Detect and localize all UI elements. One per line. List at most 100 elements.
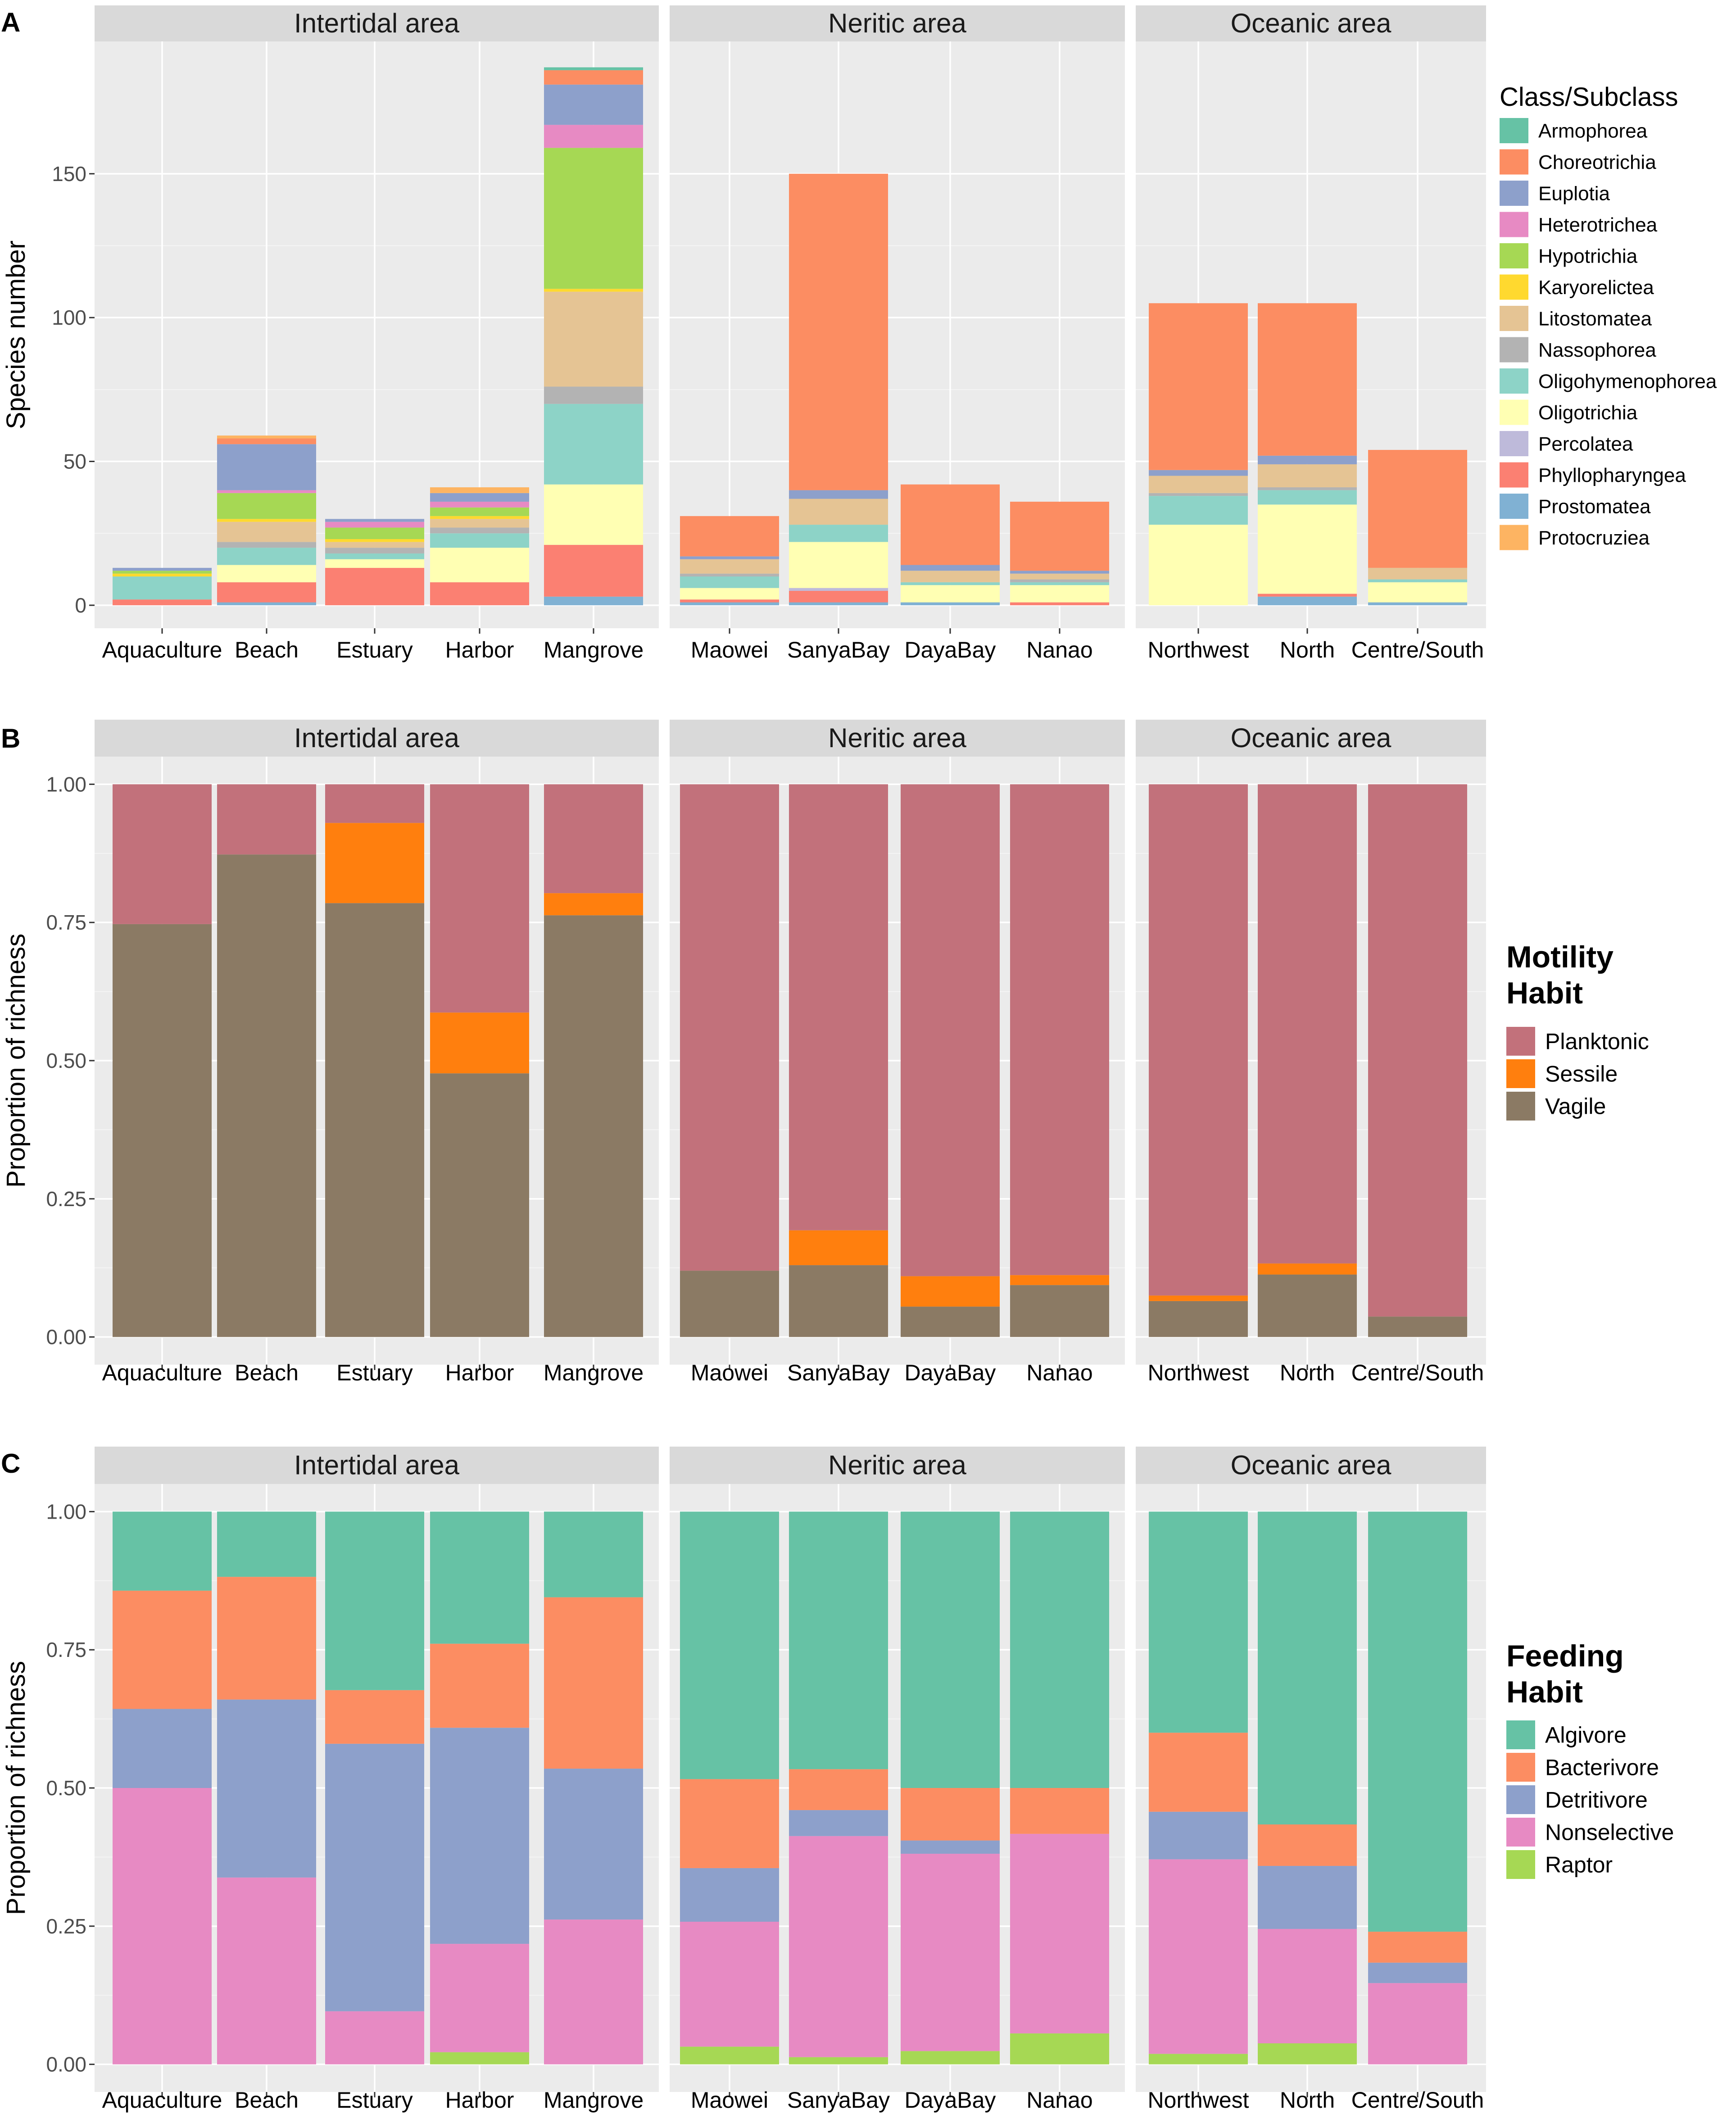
bar-segment-north-oligotrichia bbox=[1258, 504, 1357, 594]
x-tick-label-mangrove: Mangrove bbox=[544, 2087, 644, 2113]
x-tick-label-beach: Beach bbox=[235, 1360, 299, 1385]
bar-maowei bbox=[680, 784, 779, 1337]
x-tick-label-dayabay: DayaBay bbox=[905, 1360, 996, 1385]
facet-strip bbox=[95, 1447, 659, 1484]
facet-strip bbox=[670, 1447, 1125, 1484]
bar-segment-aquaculture-hypotrichia bbox=[113, 571, 212, 574]
facet-a-neritic-area: Neritic area Maowei SanyaBay DayaBay Nanao bbox=[670, 5, 1125, 662]
panel-a: A Species number 0 50 100 150 Intertidal area… bbox=[1, 5, 1717, 662]
bar-segment-harbor-vagile bbox=[430, 1073, 529, 1337]
x-tick-label-northwest: Northwest bbox=[1147, 637, 1249, 662]
bar-segment-sanyabay-detritivore bbox=[789, 1810, 888, 1836]
legend-swatch-karyorelictea bbox=[1500, 274, 1528, 300]
legend-title: Motility bbox=[1506, 940, 1614, 974]
bar-segment-nanao-vagile bbox=[1010, 1285, 1109, 1337]
facet-strip bbox=[1136, 720, 1486, 757]
legend-swatch-nassophorea bbox=[1500, 337, 1528, 363]
bar-centre-south bbox=[1368, 784, 1467, 1337]
bar-nanao bbox=[1010, 1511, 1109, 2065]
panel-b: B Proportion of richness 0.00 0.25 0.50 0.75… bbox=[1, 720, 1649, 1385]
bar-segment-maowei-prostomatea bbox=[680, 602, 779, 605]
bar-segment-northwest-detritivore bbox=[1149, 1811, 1248, 1860]
bar-segment-estuary-nonselective bbox=[325, 2011, 424, 2065]
bar-segment-aquaculture-karyorelictea bbox=[113, 573, 212, 577]
facet-strip bbox=[95, 5, 659, 41]
legend-swatch-oligohymenophorea bbox=[1500, 368, 1528, 394]
bar-segment-harbor-litostomatea bbox=[430, 519, 529, 528]
y-tick-label-c: 0.75 bbox=[46, 1638, 86, 1661]
bar-sanyabay bbox=[789, 173, 888, 605]
bar-segment-mangrove-karyorelictea bbox=[544, 289, 643, 292]
bar-segment-north-detritivore bbox=[1258, 1866, 1357, 1929]
bar-segment-aquaculture-vagile bbox=[113, 924, 212, 1337]
x-tick-label-maowei: Maowei bbox=[691, 2087, 768, 2113]
bar-segment-nanao-oligohymenophorea bbox=[1010, 582, 1109, 585]
legend-swatch-planktonic bbox=[1506, 1027, 1535, 1056]
x-tick-label-centre-south: Centre/South bbox=[1351, 2087, 1484, 2113]
bar-nanao bbox=[1010, 501, 1109, 605]
bar-centre-south bbox=[1368, 449, 1467, 605]
bar-segment-beach-nonselective bbox=[217, 1877, 316, 2065]
facet-b-oceanic-area: Oceanic area Northwest North Centre/South bbox=[1136, 720, 1486, 1385]
bar-segment-sanyabay-euplotia bbox=[789, 490, 888, 499]
bar-segment-sanyabay-nonselective bbox=[789, 1836, 888, 2057]
bar-segment-harbor-hypotrichia bbox=[430, 507, 529, 516]
panel-label-b: B bbox=[1, 723, 20, 753]
bar-segment-estuary-nassophorea bbox=[325, 548, 424, 554]
facet-c-oceanic-area: Oceanic area Northwest North Centre/South bbox=[1136, 1447, 1486, 2113]
y-tick-label-c: 1.00 bbox=[46, 1500, 86, 1523]
facet-a-intertidal-area: Intertidal area Aquaculture Beach Estuary Ha… bbox=[95, 5, 659, 662]
x-tick-label-north: North bbox=[1280, 637, 1335, 662]
bar-segment-harbor-nassophorea bbox=[430, 527, 529, 534]
bar-segment-estuary-heterotrichea bbox=[325, 522, 424, 528]
legend-title: Class/Subclass bbox=[1500, 82, 1678, 112]
bar-segment-dayabay-litostomatea bbox=[901, 571, 1000, 582]
bar-segment-north-oligohymenophorea bbox=[1258, 490, 1357, 505]
facet-b-intertidal-area: Intertidal area Aquaculture Beach Estuary Ha… bbox=[95, 720, 659, 1385]
bar-segment-north-bacterivore bbox=[1258, 1824, 1357, 1866]
bar-segment-mangrove-hypotrichia bbox=[544, 148, 643, 289]
bar-segment-north-algivore bbox=[1258, 1511, 1357, 1824]
legend-label-bacterivore: Bacterivore bbox=[1545, 1755, 1659, 1780]
bar-beach bbox=[217, 436, 316, 605]
bar-nanao bbox=[1010, 784, 1109, 1337]
legend-label-litostomatea: Litostomatea bbox=[1538, 308, 1652, 330]
bar-segment-dayabay-bacterivore bbox=[901, 1788, 1000, 1841]
x-tick-label-sanyabay: SanyaBay bbox=[787, 2087, 890, 2113]
bar-segment-beach-karyorelictea bbox=[217, 519, 316, 522]
legend-label-karyorelictea: Karyorelictea bbox=[1538, 277, 1654, 299]
y-tick-label-c: 0.50 bbox=[46, 1776, 86, 1800]
bar-segment-northwest-oligohymenophorea bbox=[1149, 496, 1248, 525]
bar-beach bbox=[217, 1511, 316, 2065]
bar-maowei bbox=[680, 516, 779, 605]
bar-northwest bbox=[1149, 1511, 1248, 2065]
bar-segment-estuary-hypotrichia bbox=[325, 527, 424, 539]
x-tick-label-estuary: Estuary bbox=[336, 637, 413, 662]
bar-segment-maowei-algivore bbox=[680, 1511, 779, 1779]
x-tick-label-dayabay: DayaBay bbox=[905, 2087, 996, 2113]
bar-segment-nanao-nonselective bbox=[1010, 1833, 1109, 2033]
bar-segment-maowei-detritivore bbox=[680, 1868, 779, 1922]
facet-b-neritic-area: Neritic area Maowei SanyaBay DayaBay Nanao bbox=[670, 720, 1125, 1385]
bar-segment-sanyabay-oligotrichia bbox=[789, 542, 888, 588]
bar-segment-dayabay-raptor bbox=[901, 2051, 1000, 2065]
facet-strip bbox=[95, 720, 659, 757]
legend-title: Feeding bbox=[1506, 1639, 1624, 1673]
facet-title: Intertidal area bbox=[294, 8, 460, 38]
bar-segment-maowei-euplotia bbox=[680, 556, 779, 559]
bar-segment-harbor-phyllopharyngea bbox=[430, 582, 529, 605]
bar-centre-south bbox=[1368, 1511, 1467, 2065]
bar-segment-mangrove-detritivore bbox=[544, 1769, 643, 1920]
bar-segment-aquaculture-euplotia bbox=[113, 567, 212, 571]
bar-segment-nanao-phyllopharyngea bbox=[1010, 602, 1109, 605]
bar-segment-maowei-litostomatea bbox=[680, 559, 779, 574]
bar-segment-harbor-raptor bbox=[430, 2052, 529, 2065]
legend-title: Habit bbox=[1506, 1675, 1583, 1709]
bar-segment-mangrove-algivore bbox=[544, 1511, 643, 1597]
facet-title: Intertidal area bbox=[294, 1450, 460, 1480]
bar-segment-estuary-oligohymenophorea bbox=[325, 553, 424, 559]
bar-segment-northwest-euplotia bbox=[1149, 470, 1248, 476]
y-axis-label-b: Proportion of richness bbox=[1, 934, 31, 1188]
bar-segment-nanao-euplotia bbox=[1010, 571, 1109, 574]
